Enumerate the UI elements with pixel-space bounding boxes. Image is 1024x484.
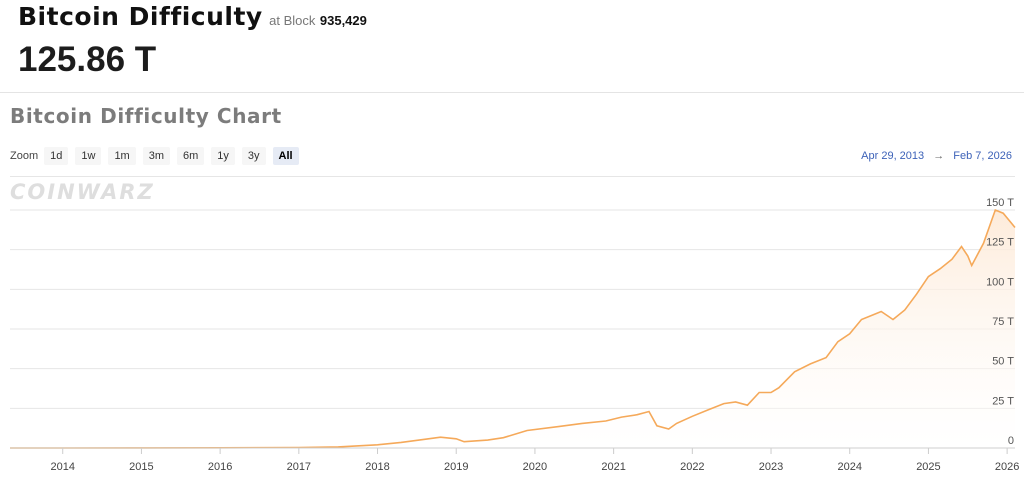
x-tick-label: 2016 [208, 461, 232, 473]
zoom-label: Zoom [10, 150, 39, 162]
y-tick-label: 0 [1008, 435, 1014, 447]
zoom-button-1m[interactable]: 1m [108, 147, 136, 165]
range-arrow-icon: → [933, 150, 945, 162]
range-to[interactable]: Feb 7, 2026 [953, 150, 1012, 162]
difficulty-value: 125.86 T [18, 40, 157, 79]
x-tick-label: 2020 [523, 461, 547, 473]
page-title: Bitcoin Difficulty [18, 2, 263, 31]
difficulty-chart[interactable]: 0 25 T 50 T 75 T 100 T 125 T 150 T 2014 2015 201… [0, 176, 1024, 484]
x-tick-label: 2024 [837, 461, 861, 473]
x-tick-label: 2023 [759, 461, 783, 473]
x-tick-label: 2022 [680, 461, 704, 473]
y-tick-label: 100 T [986, 276, 1014, 288]
zoom-button-all[interactable]: All [272, 147, 299, 165]
x-tick-label: 2015 [129, 461, 153, 473]
y-tick-label: 150 T [986, 197, 1014, 209]
x-tick-label: 2014 [50, 461, 74, 473]
zoom-button-3y[interactable]: 3y [241, 147, 266, 165]
y-tick-label: 50 T [992, 356, 1014, 368]
chart-title: Bitcoin Difficulty Chart [10, 104, 282, 128]
y-tick-label: 25 T [992, 395, 1014, 407]
zoom-button-1d[interactable]: 1d [44, 147, 69, 165]
x-tick-label: 2026 [995, 461, 1019, 473]
difficulty-line [10, 208, 1016, 449]
block-number: 935,429 [319, 13, 367, 28]
y-tick-label: 75 T [992, 316, 1014, 328]
x-tick-label: 2017 [287, 461, 311, 473]
y-tick-label: 125 T [986, 237, 1014, 249]
block-label: at Block [269, 13, 316, 28]
zoom-button-6m[interactable]: 6m [177, 147, 205, 165]
zoom-button-1w[interactable]: 1w [75, 147, 102, 165]
title-row: Bitcoin Difficulty at Block 935,429 [18, 2, 367, 31]
coinwarz-watermark: COINWARZ [10, 180, 155, 204]
range-from[interactable]: Apr 29, 2013 [861, 150, 925, 162]
page-header: Bitcoin Difficulty at Block 935,429 125.… [0, 0, 1024, 93]
x-tick-label: 2025 [916, 461, 940, 473]
x-tick-label: 2021 [601, 461, 625, 473]
zoom-button-3m[interactable]: 3m [142, 147, 170, 165]
zoom-button-1y[interactable]: 1y [211, 147, 235, 165]
date-range: Apr 29, 2013 → Feb 7, 2026 [861, 150, 1012, 162]
x-tick-label: 2019 [444, 461, 468, 473]
zoom-bar: Zoom 1d 1w 1m 3m 6m 1y 3y All [10, 147, 306, 165]
x-tick-label: 2018 [365, 461, 389, 473]
difficulty-area [10, 210, 1015, 448]
